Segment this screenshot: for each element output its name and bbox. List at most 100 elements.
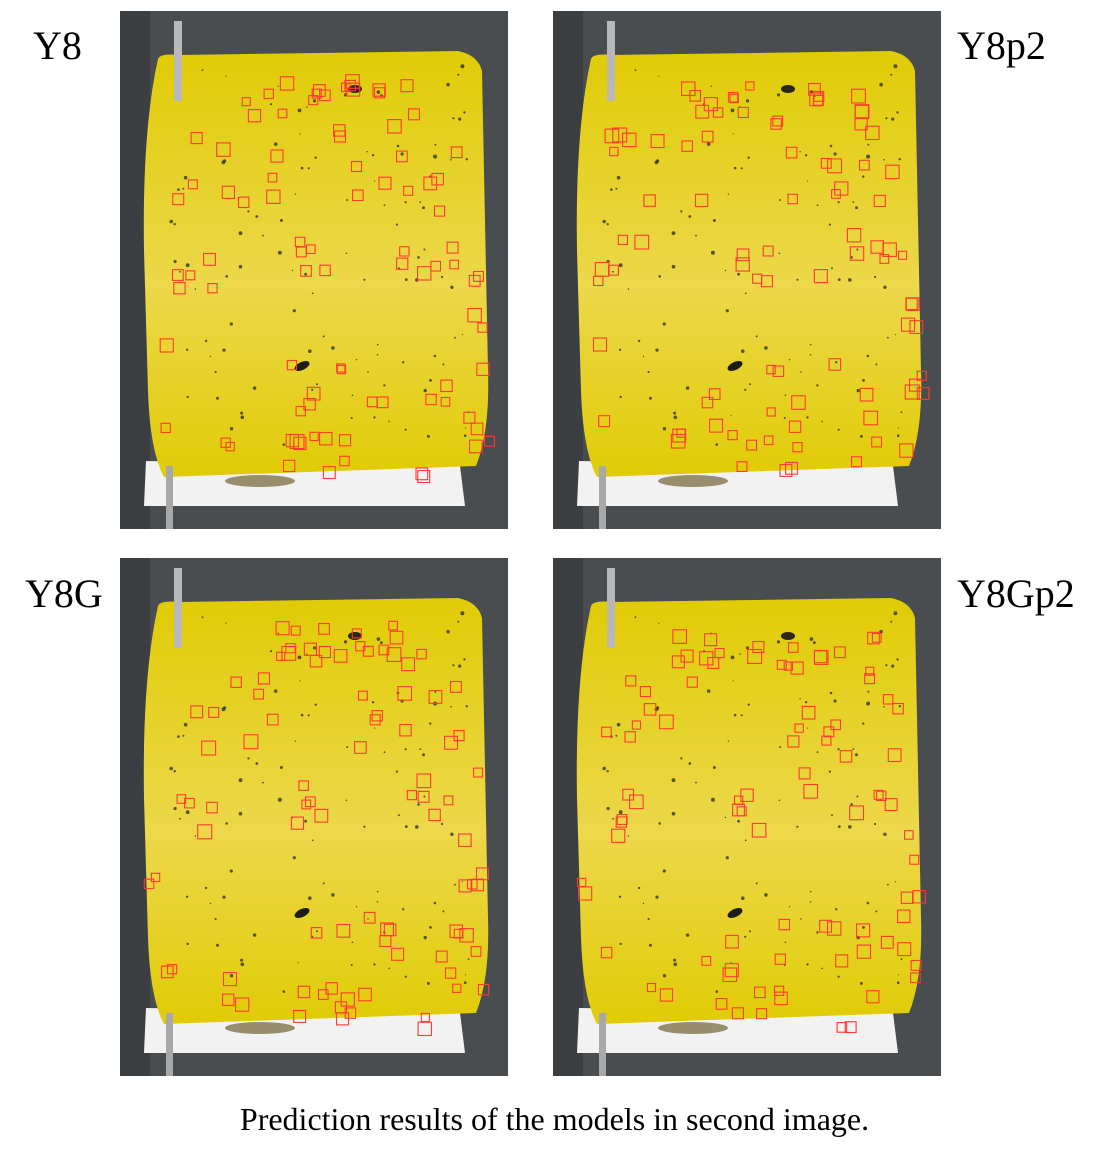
trap-photo [553,558,941,1076]
detection-box [310,927,323,939]
detection-box [306,386,321,401]
detection-box [866,990,880,1004]
detection-box [701,130,714,143]
detection-box [578,886,593,901]
detection-box [406,789,418,801]
detection-box [643,703,657,716]
detection-box [458,879,472,893]
detection-box [729,93,739,104]
detection-box [449,259,460,270]
stake-top [607,21,615,101]
detection-box [319,431,333,446]
detection-box [340,992,355,1007]
detection-box [631,720,642,730]
stake-bottom [599,1013,606,1076]
detection-box [293,436,307,451]
detection-box [378,644,390,656]
detection-box [704,633,718,647]
detection-box [715,998,728,1010]
detection-box [598,415,611,428]
detection-box [396,257,409,270]
detection-box [787,193,798,205]
detection-box [467,879,478,890]
detection-box [172,193,185,206]
detection-box [625,675,637,687]
detection-box [362,645,374,657]
detection-box [311,88,322,99]
detection-box [190,705,204,719]
detection-box [672,428,687,443]
detection-boxes [592,81,930,477]
detection-box [904,384,920,400]
detection-box [791,395,806,410]
detection-box [703,97,718,112]
detection-box [707,656,720,669]
detection-box [833,646,846,659]
detection-box [772,365,785,377]
detection-box [898,250,908,260]
detection-box [831,189,841,199]
detection-box [813,269,828,284]
detection-box [290,816,305,830]
detection-box [624,731,636,743]
detection-box [184,797,195,809]
detection-box [293,1009,307,1023]
detection-box [253,688,265,700]
detection-box [819,919,833,933]
detection-box [185,270,196,281]
detection-box [338,434,352,447]
detection-box [724,963,739,978]
detection-box [230,676,242,688]
detection-box [643,194,656,207]
detection-box [282,459,296,473]
detection-box [681,81,696,96]
detection-box [813,650,829,665]
detection-box [471,878,485,892]
detection-box [470,422,484,436]
detection-box [440,396,451,407]
detection-box [871,436,883,448]
insect [294,361,310,371]
detection-box [235,997,250,1012]
detection-box [352,189,364,202]
insect [348,632,362,640]
detection-box [900,317,916,332]
detection-box [774,991,788,1006]
detection-box [607,264,619,276]
detection-box [301,799,312,810]
panel-image-y8g [120,558,508,1076]
detection-box [450,146,463,159]
detection-box [166,964,178,975]
detection-box [746,439,758,451]
detection-box [346,82,361,97]
insect [294,908,310,918]
detection-box [187,179,198,190]
detection-box [835,954,849,968]
detection-box [766,407,776,417]
detection-box [395,150,408,163]
detection-box [388,620,398,631]
detection-box [809,92,824,107]
detection-box [477,983,490,996]
detection-box [376,396,389,409]
panel-image-y8p2 [553,11,941,529]
detection-box [639,685,652,698]
yellow-sticky-trap [576,598,922,1024]
detection-box [257,672,271,685]
detection-box [826,921,842,936]
detection-box [736,461,748,473]
detection-box [160,422,171,434]
detection-box [207,283,218,294]
detection-box [420,1012,430,1023]
detection-box [270,149,284,163]
detection-box [304,796,316,808]
detection-box [222,972,238,987]
detection-box [416,773,432,789]
detection-box [650,134,665,149]
detection-box [880,935,894,949]
detection-box [459,928,474,943]
panel-label-y8: Y8 [33,23,82,68]
detection-box [308,95,319,106]
detection-box [747,648,763,664]
detection-box [725,934,739,949]
